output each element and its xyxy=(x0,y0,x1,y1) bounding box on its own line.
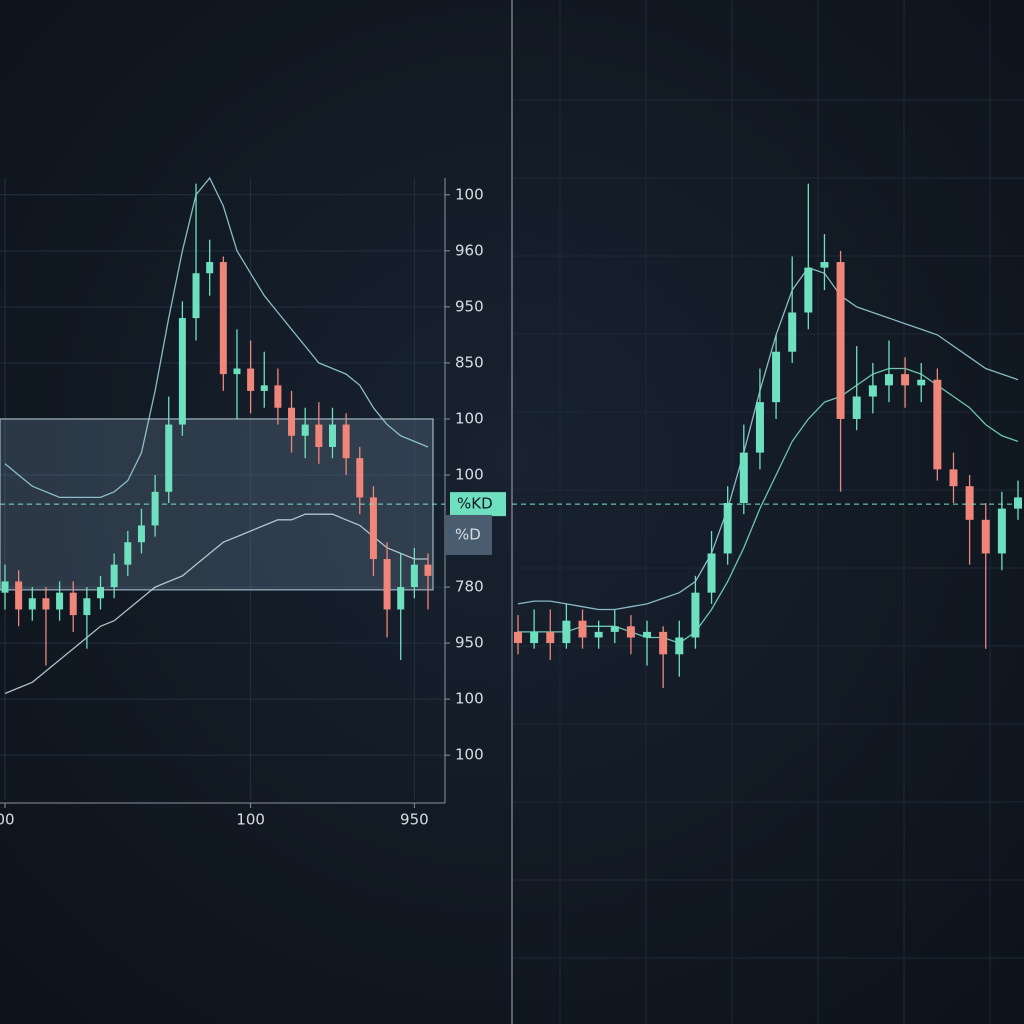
y-tick-label: 100 xyxy=(455,690,484,708)
y-tick-label: 960 xyxy=(455,241,484,259)
candle-body xyxy=(97,587,105,599)
candle-body xyxy=(110,564,118,588)
candle-body xyxy=(852,396,861,419)
candle-body xyxy=(691,592,700,638)
candle-body xyxy=(165,424,173,492)
y-tick-label: 950 xyxy=(455,297,484,315)
x-tick-label: 950 xyxy=(400,811,429,829)
candle-body xyxy=(562,620,571,644)
badge xyxy=(446,514,492,555)
candle-body xyxy=(233,368,241,375)
candle-body xyxy=(643,631,652,638)
candle-body xyxy=(28,598,36,610)
indicator-line xyxy=(4,513,428,695)
y-tick-label: 850 xyxy=(455,353,484,371)
candle-body xyxy=(981,519,990,554)
candle-body xyxy=(578,620,587,638)
candle-body xyxy=(15,581,23,610)
candle-body xyxy=(626,626,635,638)
candle-body xyxy=(288,407,296,436)
candle-body xyxy=(820,262,829,268)
candle-body xyxy=(707,553,716,593)
candle-body xyxy=(206,262,214,274)
candle-body xyxy=(42,598,50,610)
candle-body xyxy=(301,424,309,436)
candle-body xyxy=(804,267,813,313)
candle-body xyxy=(884,374,893,386)
candle-body xyxy=(397,587,405,610)
candle-body xyxy=(219,262,227,375)
candle-body xyxy=(723,503,732,554)
candle-body xyxy=(83,598,91,616)
candle-body xyxy=(917,379,926,386)
candle-body xyxy=(772,351,781,403)
candle-body xyxy=(739,452,748,504)
y-tick-label: 100 xyxy=(455,185,484,203)
candle-body xyxy=(410,564,418,588)
candle-body xyxy=(868,385,877,397)
candle-body xyxy=(328,424,336,447)
indicator-line xyxy=(517,266,1019,611)
candle-body xyxy=(755,402,764,453)
candle-body xyxy=(315,424,323,447)
y-tick-label: 950 xyxy=(455,634,484,652)
candle-body xyxy=(659,631,668,655)
candle-body xyxy=(124,542,132,565)
candle-body xyxy=(933,379,942,470)
candle-body xyxy=(192,273,200,319)
candle-body xyxy=(610,626,619,632)
candle-body xyxy=(383,559,391,610)
candle-body xyxy=(56,592,64,610)
x-tick-label: 00 xyxy=(0,811,15,829)
indicator-line xyxy=(4,176,429,499)
candle-body xyxy=(546,631,555,644)
y-tick-label: 100 xyxy=(455,409,484,427)
y-tick-label: 100 xyxy=(455,746,484,764)
candle-body xyxy=(594,631,603,638)
candle-body xyxy=(788,312,797,352)
candle-body xyxy=(342,424,350,459)
level-badge xyxy=(450,492,506,517)
candle-body xyxy=(260,385,268,391)
candle-body xyxy=(675,637,684,655)
candle-body xyxy=(514,631,522,644)
y-tick-label: 780 xyxy=(455,578,484,596)
candle-body xyxy=(965,486,974,520)
x-tick-label: 100 xyxy=(236,811,265,829)
candle-body xyxy=(901,374,910,386)
candle-body xyxy=(178,318,186,425)
candle-body xyxy=(836,262,845,419)
level-label: %KD xyxy=(457,495,493,513)
candle-body xyxy=(949,469,958,487)
y-tick-label: 100 xyxy=(455,465,484,483)
candle-body xyxy=(369,497,377,560)
candle-body xyxy=(137,525,145,543)
candle-body xyxy=(997,508,1006,554)
candle-body xyxy=(151,491,159,526)
badge-label: %D xyxy=(455,525,481,543)
candle-body xyxy=(69,592,77,616)
candle-body xyxy=(356,458,364,498)
candle-body xyxy=(274,385,282,408)
candle-body xyxy=(1014,497,1022,509)
candle-body xyxy=(1,581,9,593)
candle-body xyxy=(247,368,255,391)
candle-body xyxy=(530,631,539,644)
candle-body xyxy=(424,564,432,576)
